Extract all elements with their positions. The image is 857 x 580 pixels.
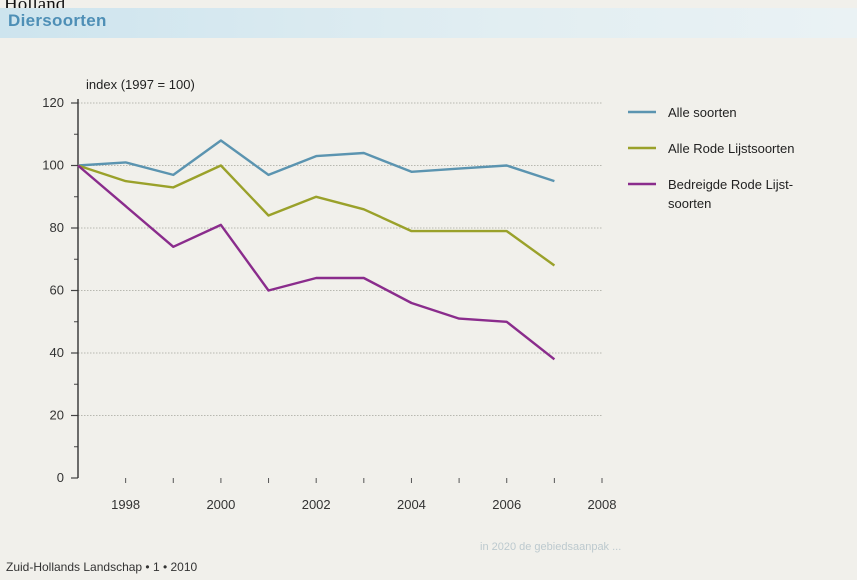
legend: Alle soorten Alle Rode Lijstsoorten Bedrei… bbox=[628, 105, 794, 211]
x-tick-labels: 1998 2000 2002 2004 2006 2008 bbox=[111, 497, 616, 512]
series-line-2 bbox=[77, 164, 556, 267]
x-tick-label-2004: 2004 bbox=[397, 497, 426, 512]
x-tick-label-2000: 2000 bbox=[206, 497, 235, 512]
y-tick-label-40: 40 bbox=[50, 345, 64, 360]
y-tick-labels: 0 20 40 60 80 100 120 bbox=[42, 95, 64, 485]
y-axis-label: index (1997 = 100) bbox=[86, 77, 195, 92]
x-tick-label-2002: 2002 bbox=[302, 497, 331, 512]
series-line-1 bbox=[77, 139, 555, 183]
footer-text: Zuid-Hollands Landschap • 1 • 2010 bbox=[6, 560, 198, 574]
y-tick-label-60: 60 bbox=[50, 283, 64, 298]
legend-label-2: Alle Rode Lijstsoorten bbox=[668, 141, 794, 156]
footer-faint-text: in 2020 de gebiedsaanpak ... bbox=[480, 541, 622, 553]
line-chart: 0 20 40 60 80 100 120 1998 2000 2002 2004 2006 2008… bbox=[42, 77, 794, 512]
series-line-3 bbox=[77, 164, 556, 361]
y-tick-label-100: 100 bbox=[42, 158, 64, 173]
x-tick-label-2008: 2008 bbox=[588, 497, 617, 512]
chart-title: Diersoorten bbox=[8, 11, 107, 30]
title-band bbox=[0, 8, 857, 38]
legend-label-3: Bedreigde Rode Lijst-soorten bbox=[668, 177, 793, 211]
grid-lines bbox=[78, 102, 602, 416]
y-tick-label-80: 80 bbox=[50, 220, 64, 235]
x-tick-label-1998: 1998 bbox=[111, 497, 140, 512]
y-tick-label-0: 0 bbox=[57, 470, 64, 485]
y-tick-label-120: 120 bbox=[42, 95, 64, 110]
axes bbox=[71, 99, 603, 483]
series-lines bbox=[77, 139, 556, 361]
x-tick-label-2006: 2006 bbox=[492, 497, 521, 512]
y-tick-label-20: 20 bbox=[50, 408, 64, 423]
legend-label-1: Alle soorten bbox=[668, 105, 737, 120]
